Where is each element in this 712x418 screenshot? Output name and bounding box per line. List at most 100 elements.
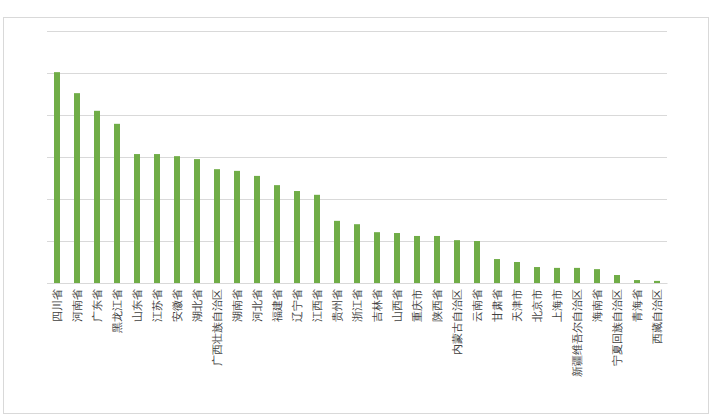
x-tick-label: 辽宁省 (291, 289, 304, 322)
x-tick-label: 新疆维吾尔自治区 (571, 289, 584, 377)
grid-line (47, 115, 667, 116)
x-tick-label: 青海省 (631, 289, 644, 322)
x-tick-label: 安徽省 (171, 289, 184, 322)
y-tick (47, 73, 667, 74)
bar (574, 268, 580, 283)
y-tick (47, 283, 667, 284)
x-tick: 湖北省 (191, 283, 204, 322)
x-tick: 甘肃省 (491, 283, 504, 322)
x-tick-label: 四川省 (51, 289, 64, 322)
bar (514, 262, 520, 283)
x-tick: 四川省 (51, 283, 64, 322)
x-tick-label: 山东省 (131, 289, 144, 322)
bar (374, 232, 380, 283)
x-tick: 河南省 (71, 283, 84, 322)
x-tick-label: 天津市 (511, 289, 524, 322)
bar (334, 221, 340, 283)
x-tick-label: 江苏省 (151, 289, 164, 322)
x-tick-label: 上海市 (551, 289, 564, 322)
x-tick: 广东省 (91, 283, 104, 322)
grid-line (47, 73, 667, 74)
x-tick: 浙江省 (351, 283, 364, 322)
x-tick: 北京市 (531, 283, 544, 322)
x-tick: 湖南省 (231, 283, 244, 322)
y-tick (47, 115, 667, 116)
x-tick-label: 海南省 (591, 289, 604, 322)
x-axis: 四川省河南省广东省黑龙江省山东省江苏省安徽省湖北省广西壮族自治区湖南省河北省福建… (48, 283, 668, 377)
bar (414, 236, 420, 283)
y-axis (47, 32, 667, 284)
plot: 四川省河南省广东省黑龙江省山东省江苏省安徽省湖北省广西壮族自治区湖南省河北省福建… (47, 32, 668, 378)
bar (214, 169, 220, 283)
bar (614, 275, 620, 283)
bar (474, 241, 480, 283)
bar (534, 267, 540, 283)
x-tick: 陕西省 (431, 283, 444, 322)
grid-line (47, 283, 667, 284)
x-tick-label: 北京市 (531, 289, 544, 322)
bar (94, 111, 100, 283)
bar (394, 233, 400, 283)
x-tick: 宁夏回族自治区 (611, 283, 624, 366)
bar (494, 259, 500, 283)
bar (294, 191, 300, 283)
bar (194, 159, 200, 283)
x-tick-label: 广西壮族自治区 (211, 289, 224, 366)
x-tick: 山西省 (391, 283, 404, 322)
x-tick-label: 黑龙江省 (111, 289, 124, 333)
x-tick-label: 浙江省 (351, 289, 364, 322)
chart-frame (4, 18, 709, 414)
x-tick-label: 福建省 (271, 289, 284, 322)
y-tick (47, 31, 667, 32)
bar (54, 72, 60, 283)
x-tick-label: 山西省 (391, 289, 404, 322)
bar (234, 171, 240, 283)
x-tick: 安徽省 (171, 283, 184, 322)
x-tick-label: 湖北省 (191, 289, 204, 322)
bar (314, 195, 320, 283)
x-tick: 辽宁省 (291, 283, 304, 322)
grid-line (47, 31, 667, 32)
x-tick: 天津市 (511, 283, 524, 322)
bar (354, 224, 360, 283)
x-tick: 江苏省 (151, 283, 164, 322)
x-tick: 上海市 (551, 283, 564, 322)
x-tick-label: 河北省 (251, 289, 264, 322)
x-tick: 黑龙江省 (111, 283, 124, 333)
bar (274, 185, 280, 283)
x-tick: 福建省 (271, 283, 284, 322)
chart: 四川省河南省广东省黑龙江省山东省江苏省安徽省湖北省广西壮族自治区湖南省河北省福建… (0, 0, 712, 418)
x-tick-label: 河南省 (71, 289, 84, 322)
bar (114, 124, 120, 283)
bar (174, 156, 180, 283)
bar (594, 269, 600, 283)
bar (554, 268, 560, 283)
x-tick-label: 云南省 (471, 289, 484, 322)
bar (154, 154, 160, 283)
x-tick: 山东省 (131, 283, 144, 322)
bar (254, 176, 260, 283)
x-tick-label: 吉林省 (371, 289, 384, 322)
x-tick-label: 宁夏回族自治区 (611, 289, 624, 366)
x-tick: 西藏自治区 (651, 283, 664, 344)
x-tick-label: 重庆市 (411, 289, 424, 322)
bar (634, 280, 640, 283)
x-tick-label: 陕西省 (431, 289, 444, 322)
x-axis-line (48, 283, 668, 284)
bar (74, 93, 80, 283)
bars (54, 72, 660, 283)
x-tick-label: 西藏自治区 (651, 289, 664, 344)
x-tick: 重庆市 (411, 283, 424, 322)
x-tick-label: 湖南省 (231, 289, 244, 322)
x-tick: 内蒙古自治区 (451, 283, 464, 355)
x-tick: 江西省 (311, 283, 324, 322)
x-tick-label: 甘肃省 (491, 289, 504, 322)
x-tick-label: 广东省 (91, 289, 104, 322)
bar (134, 154, 140, 283)
x-tick: 贵州省 (331, 283, 344, 322)
bar (454, 240, 460, 283)
x-tick: 海南省 (591, 283, 604, 322)
x-tick: 新疆维吾尔自治区 (571, 283, 584, 377)
x-tick-label: 江西省 (311, 289, 324, 322)
x-tick-label: 贵州省 (331, 289, 344, 322)
